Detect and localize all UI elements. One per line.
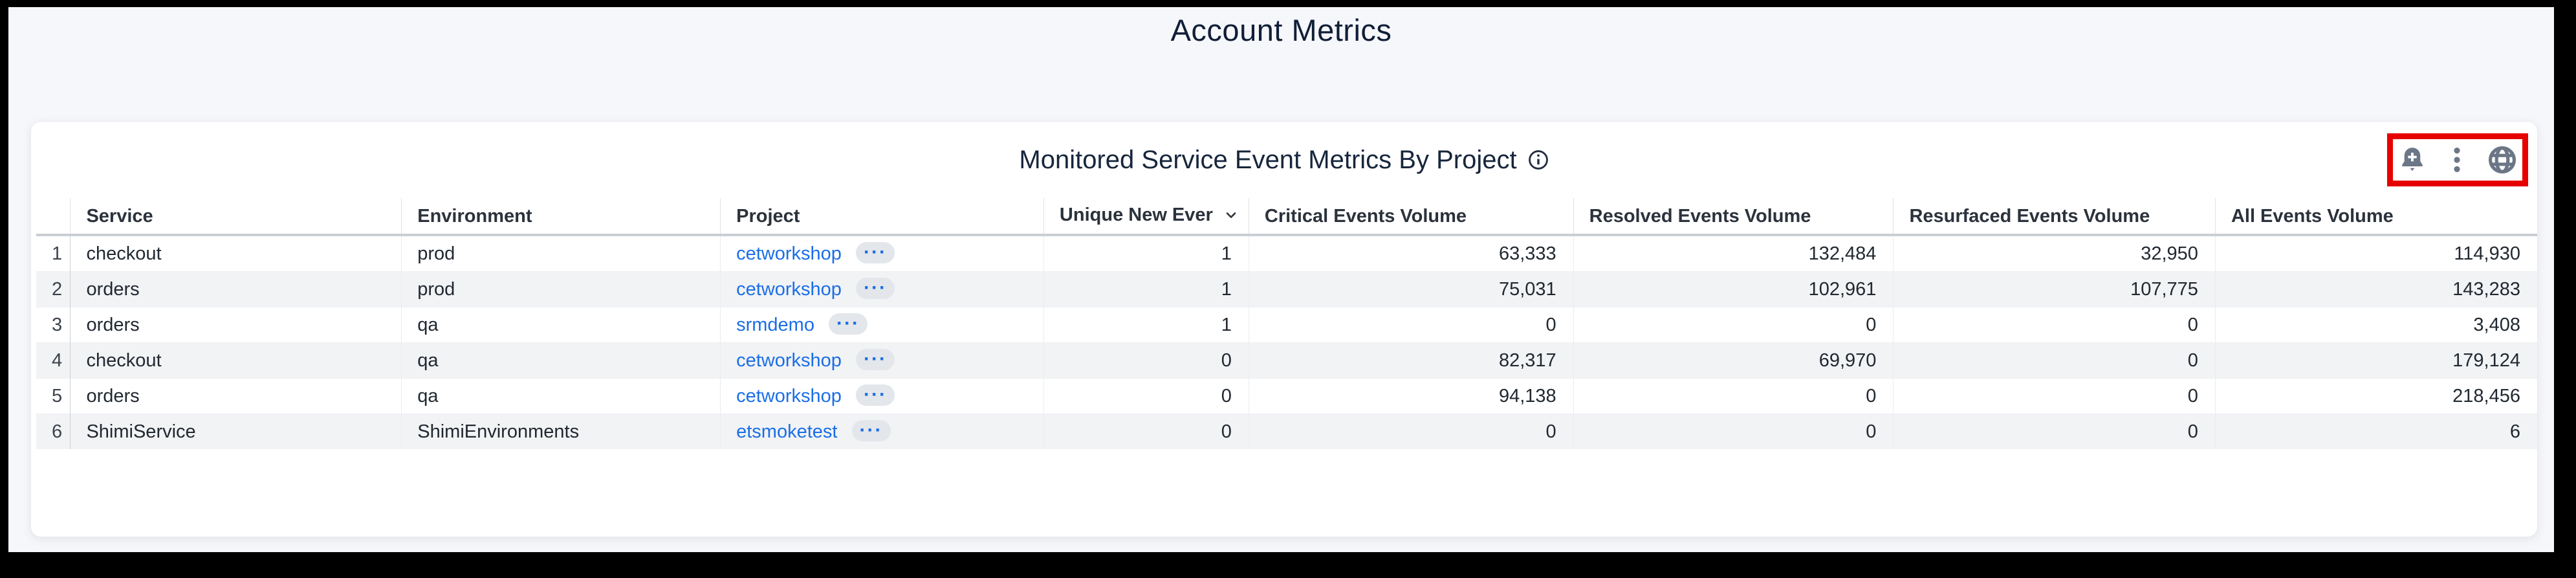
cell-environment: ShimiEnvironments [401,414,721,449]
column-header-resurfaced[interactable]: Resurfaced Events Volume [1893,198,2216,236]
project-datalinks-ellipsis-icon[interactable]: ··· [855,384,895,406]
cell-resurfaced: 107,775 [1893,271,2216,307]
cell-resolved: 0 [1573,378,1894,414]
table-row: 1 checkout prod cetworkshop ··· 1 63,333… [36,235,2537,272]
annotation-highlight-box [2387,133,2528,186]
cell-unique-new: 1 [1043,235,1249,272]
globe-icon[interactable] [2487,144,2518,175]
cell-resurfaced: 0 [1893,378,2216,414]
panel-header: Monitored Service Event Metrics By Proje… [31,122,2537,198]
row-index: 5 [36,378,71,414]
kebab-menu-icon[interactable] [2452,145,2462,175]
info-circle-icon[interactable] [1527,149,1549,171]
column-header-resolved[interactable]: Resolved Events Volume [1573,198,1894,236]
project-link[interactable]: cetworkshop [736,243,842,264]
column-header-project[interactable]: Project [720,198,1044,236]
cell-all-events: 218,456 [2214,378,2537,414]
row-index: 2 [36,271,71,307]
cell-unique-new: 0 [1043,342,1249,379]
cell-resolved: 132,484 [1573,235,1894,272]
cell-critical: 75,031 [1248,271,1574,307]
row-index: 6 [36,414,71,449]
panel-title-row: Monitored Service Event Metrics By Proje… [31,122,2537,198]
column-header-index [36,198,71,236]
cell-all-events: 143,283 [2214,271,2537,307]
project-datalinks-ellipsis-icon[interactable]: ··· [829,313,868,335]
cell-environment: prod [401,271,721,307]
project-datalinks-ellipsis-icon[interactable]: ··· [855,277,895,299]
row-index: 1 [52,243,63,264]
project-datalinks-ellipsis-icon[interactable]: ··· [851,419,891,441]
cell-unique-new: 1 [1043,307,1249,343]
page-title: Account Metrics [1170,13,1392,47]
dashboard-screen: Account Metrics Monitored Service Event … [8,7,2554,552]
column-header-service[interactable]: Service [70,198,402,236]
cell-unique-new: 0 [1043,378,1249,414]
row-index: 3 [36,307,71,343]
cell-project: cetworkshop ··· [720,271,1044,307]
cell-critical: 94,138 [1248,378,1574,414]
cell-service: orders [70,271,402,307]
project-link[interactable]: srmdemo [736,315,814,335]
panel-title: Monitored Service Event Metrics By Proje… [1019,145,1517,174]
project-link[interactable]: cetworkshop [736,350,842,371]
cell-resolved: 0 [1573,307,1894,343]
column-header-critical[interactable]: Critical Events Volume [1248,198,1574,236]
table-row: 5 orders qa cetworkshop ··· 0 94,138 0 0… [36,378,2537,414]
table-row: 6 ShimiService ShimiEnvironments etsmoke… [36,414,2537,449]
chevron-down-icon[interactable] [1223,206,1239,227]
cell-project: etsmoketest ··· [720,414,1044,449]
cell-resurfaced: 32,950 [1893,235,2216,272]
cell-critical: 0 [1248,414,1574,449]
cell-resurfaced: 0 [1893,307,2216,343]
cell-all-events: 179,124 [2214,342,2537,379]
metrics-panel: Monitored Service Event Metrics By Proje… [30,121,2538,537]
cell-project: cetworkshop ··· [720,378,1044,414]
row-index: 4 [36,342,71,379]
project-datalinks-ellipsis-icon[interactable]: ··· [855,348,895,370]
bell-plus-icon[interactable] [2397,145,2427,175]
cell-service: orders [70,378,402,414]
metrics-table: Service Environment Project Unique New E… [36,198,2537,449]
cell-resolved: 69,970 [1573,342,1894,379]
column-header-unique-new[interactable]: Unique New Ever [1043,198,1249,236]
cell-resolved: 0 [1573,414,1894,449]
cell-service: checkout [70,342,402,379]
cell-environment: prod [401,235,721,272]
cell-unique-new: 1 [1043,271,1249,307]
table-row: 2 orders prod cetworkshop ··· 1 75,031 1… [36,271,2537,307]
cell-critical: 82,317 [1248,342,1574,379]
cell-resurfaced: 0 [1893,342,2216,379]
cell-resolved: 102,961 [1573,271,1894,307]
table-row: 4 checkout qa cetworkshop ··· 0 82,317 6… [36,342,2537,379]
cell-critical: 0 [1248,307,1574,343]
cell-project: cetworkshop ··· [720,342,1044,379]
project-link[interactable]: cetworkshop [736,386,842,406]
cell-project: cetworkshop ··· [720,235,1044,272]
table-row: 3 orders qa srmdemo ··· 1 0 0 0 3,408 [36,307,2537,343]
project-link[interactable]: etsmoketest [736,421,838,442]
cell-environment: qa [401,378,721,414]
cell-resurfaced: 0 [1893,414,2216,449]
cell-environment: qa [401,342,721,379]
table-header-row: Service Environment Project Unique New E… [36,198,2537,236]
cell-all-events: 3,408 [2214,307,2537,343]
cell-service: orders [70,307,402,343]
column-header-all-events[interactable]: All Events Volume [2214,198,2537,236]
table-body: 1 checkout prod cetworkshop ··· 1 63,333… [36,235,2537,449]
project-datalinks-ellipsis-icon[interactable]: ··· [855,241,895,263]
cell-service: ShimiService [70,414,402,449]
column-header-environment[interactable]: Environment [401,198,721,236]
cell-service: checkout [70,235,402,272]
project-link[interactable]: cetworkshop [736,279,842,300]
cell-all-events: 114,930 [2214,235,2537,272]
cell-all-events: 6 [2214,414,2537,449]
cell-unique-new: 0 [1043,414,1249,449]
cell-critical: 63,333 [1248,235,1574,272]
cell-project: srmdemo ··· [720,307,1044,343]
cell-environment: qa [401,307,721,343]
